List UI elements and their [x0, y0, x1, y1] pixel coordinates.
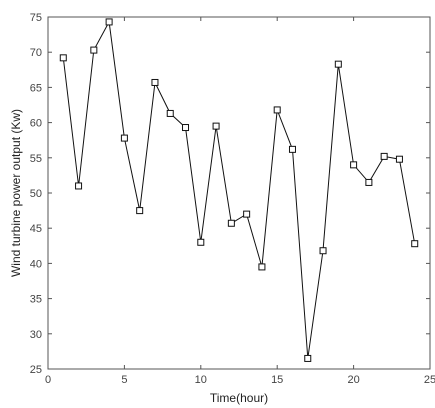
data-point [365, 178, 373, 186]
data-point [227, 219, 235, 227]
data-point [197, 238, 205, 246]
y-tick-label: 40 [30, 258, 42, 270]
y-tick-label: 25 [30, 364, 42, 376]
x-tick-label: 10 [195, 374, 207, 386]
data-point [319, 247, 327, 255]
x-tick-label: 25 [424, 374, 435, 386]
data-point [151, 78, 159, 86]
data-point [258, 263, 266, 271]
x-axis-ticks: 0 5 10 15 20 25 [45, 17, 435, 386]
data-point [120, 134, 128, 142]
data-point [411, 240, 419, 248]
y-tick-label: 35 [30, 294, 42, 306]
data-point [75, 182, 83, 190]
data-point [380, 152, 388, 160]
data-point [212, 122, 220, 130]
data-markers [59, 18, 419, 362]
y-axis-ticks: 25 30 35 40 45 50 55 60 65 70 75 [30, 12, 430, 376]
x-tick-label: 15 [271, 374, 283, 386]
data-point [243, 210, 251, 218]
x-tick-label: 0 [45, 374, 51, 386]
y-tick-label: 75 [30, 12, 42, 24]
data-point [304, 354, 312, 362]
y-tick-label: 45 [30, 223, 42, 235]
y-tick-label: 70 [30, 47, 42, 59]
data-point [105, 18, 113, 26]
x-tick-label: 20 [347, 374, 359, 386]
data-point [182, 124, 190, 132]
y-tick-label: 65 [30, 82, 42, 94]
y-tick-label: 55 [30, 153, 42, 165]
data-point [136, 207, 144, 215]
y-tick-label: 60 [30, 118, 42, 130]
data-point [334, 60, 342, 68]
plot-area [47, 16, 431, 370]
y-tick-label: 30 [30, 329, 42, 341]
data-point [395, 155, 403, 163]
x-axis-title: Time(hour) [210, 391, 268, 405]
data-point [59, 54, 67, 62]
y-tick-label: 50 [30, 188, 42, 200]
y-axis-title: Wind turbine power output (Kw) [9, 109, 23, 277]
data-point [288, 145, 296, 153]
data-point [166, 109, 174, 117]
data-point [350, 161, 358, 169]
data-point [90, 46, 98, 54]
data-point [273, 106, 281, 114]
x-tick-label: 5 [121, 374, 127, 386]
